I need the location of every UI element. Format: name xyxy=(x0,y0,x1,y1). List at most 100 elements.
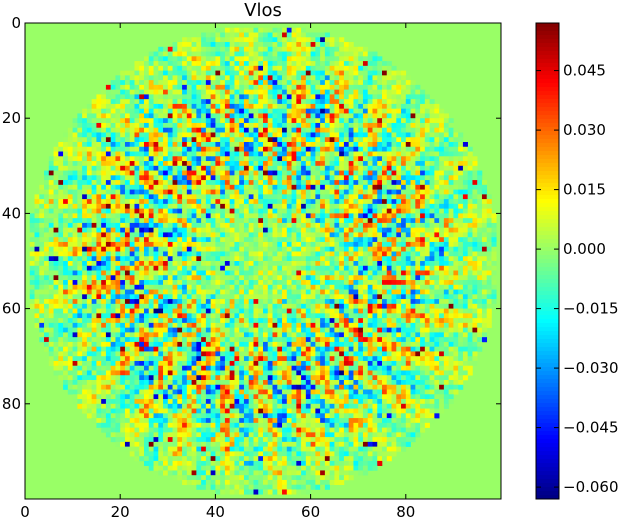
heatmap-cell xyxy=(405,103,411,109)
heatmap-cell xyxy=(362,94,369,100)
heatmap-cell xyxy=(305,265,311,271)
heatmap-cell xyxy=(29,289,35,295)
heatmap-cell xyxy=(267,303,273,309)
heatmap-cell xyxy=(182,170,188,176)
heatmap-cell xyxy=(86,184,92,190)
heatmap-cell xyxy=(210,113,216,119)
heatmap-cell xyxy=(58,161,64,167)
heatmap-cell xyxy=(405,261,411,267)
heatmap-cell xyxy=(472,213,478,219)
heatmap-cell xyxy=(182,261,188,267)
heatmap-cell xyxy=(115,127,121,133)
heatmap-cell xyxy=(72,180,78,186)
heatmap-cell xyxy=(58,284,64,290)
heatmap-cell xyxy=(396,251,402,257)
heatmap-cell xyxy=(272,265,278,271)
heatmap-cell xyxy=(196,203,202,209)
heatmap-cell xyxy=(448,294,454,300)
heatmap-cell xyxy=(115,184,121,190)
heatmap-cell xyxy=(324,308,330,314)
heatmap-cell xyxy=(382,294,388,300)
heatmap-cell xyxy=(443,308,449,314)
heatmap-cell xyxy=(86,103,92,109)
heatmap-cell xyxy=(177,213,183,219)
heatmap-cell xyxy=(110,108,116,114)
heatmap-cell xyxy=(420,237,426,243)
heatmap-cell xyxy=(158,118,164,124)
heatmap-cell xyxy=(67,241,73,248)
heatmap-cell xyxy=(477,199,483,205)
heatmap-cell xyxy=(129,180,135,186)
heatmap-cell xyxy=(362,80,369,86)
heatmap-cell xyxy=(167,270,173,276)
heatmap-cell xyxy=(310,113,316,119)
heatmap-cell xyxy=(29,237,35,243)
heatmap-cell xyxy=(434,237,440,243)
heatmap-cell xyxy=(267,208,273,214)
heatmap-cell xyxy=(248,251,254,257)
heatmap-cell xyxy=(401,246,407,252)
heatmap-cell xyxy=(210,132,216,138)
heatmap-cell xyxy=(248,246,254,252)
heatmap-cell xyxy=(377,208,383,214)
heatmap-cell xyxy=(420,246,426,252)
heatmap-cell xyxy=(377,275,383,281)
heatmap-cell xyxy=(415,151,421,157)
heatmap-cell xyxy=(163,222,169,228)
heatmap-cell xyxy=(110,170,116,176)
heatmap-cell xyxy=(163,265,169,271)
heatmap-cell xyxy=(210,103,216,109)
heatmap-cell xyxy=(477,232,483,238)
heatmap-cell xyxy=(305,65,311,71)
heatmap-cell xyxy=(286,137,292,143)
heatmap-cell xyxy=(101,151,107,157)
heatmap-cell xyxy=(443,232,449,238)
heatmap-cell xyxy=(96,261,102,267)
heatmap-cell xyxy=(139,222,145,228)
heatmap-cell xyxy=(296,84,302,90)
heatmap-cell xyxy=(77,270,83,276)
heatmap-cell xyxy=(386,113,392,119)
heatmap-cell xyxy=(91,213,97,219)
heatmap-cell xyxy=(105,99,111,105)
heatmap-cell xyxy=(415,275,421,281)
heatmap-cell xyxy=(343,113,349,119)
heatmap-cell xyxy=(467,175,473,181)
heatmap-cell xyxy=(358,251,364,257)
heatmap-cell xyxy=(263,270,269,276)
heatmap-cell xyxy=(220,170,226,176)
heatmap-cell xyxy=(296,289,302,295)
heatmap-cell xyxy=(229,213,235,219)
heatmap-cell xyxy=(210,294,216,300)
heatmap-cell xyxy=(63,165,69,171)
heatmap-cell xyxy=(291,156,297,162)
heatmap-cell xyxy=(458,203,464,209)
heatmap-cell xyxy=(386,127,392,133)
heatmap-cell xyxy=(415,142,421,148)
heatmap-cell xyxy=(272,237,278,243)
heatmap-cell xyxy=(277,46,283,52)
heatmap-cell xyxy=(334,122,340,129)
heatmap-cell xyxy=(72,280,78,286)
heatmap-cell xyxy=(462,251,468,257)
heatmap-cell xyxy=(367,70,373,76)
heatmap-cell xyxy=(191,213,197,219)
heatmap-cell xyxy=(415,189,421,195)
heatmap-cell xyxy=(201,151,207,157)
heatmap-cell xyxy=(58,146,64,152)
heatmap-cell xyxy=(329,56,335,62)
heatmap-cell xyxy=(353,103,359,109)
heatmap-cell xyxy=(415,261,421,267)
heatmap-cell xyxy=(224,99,230,105)
heatmap-cell xyxy=(205,308,211,314)
heatmap-cell xyxy=(277,170,283,176)
heatmap-cell xyxy=(129,261,135,267)
heatmap-cell xyxy=(434,289,440,295)
heatmap-cell xyxy=(372,56,378,62)
heatmap-cell xyxy=(420,232,426,238)
heatmap-cell xyxy=(210,222,216,228)
heatmap-cell xyxy=(386,151,392,157)
heatmap-cell xyxy=(201,313,207,319)
heatmap-cell xyxy=(462,194,468,200)
heatmap-cell xyxy=(234,108,240,114)
